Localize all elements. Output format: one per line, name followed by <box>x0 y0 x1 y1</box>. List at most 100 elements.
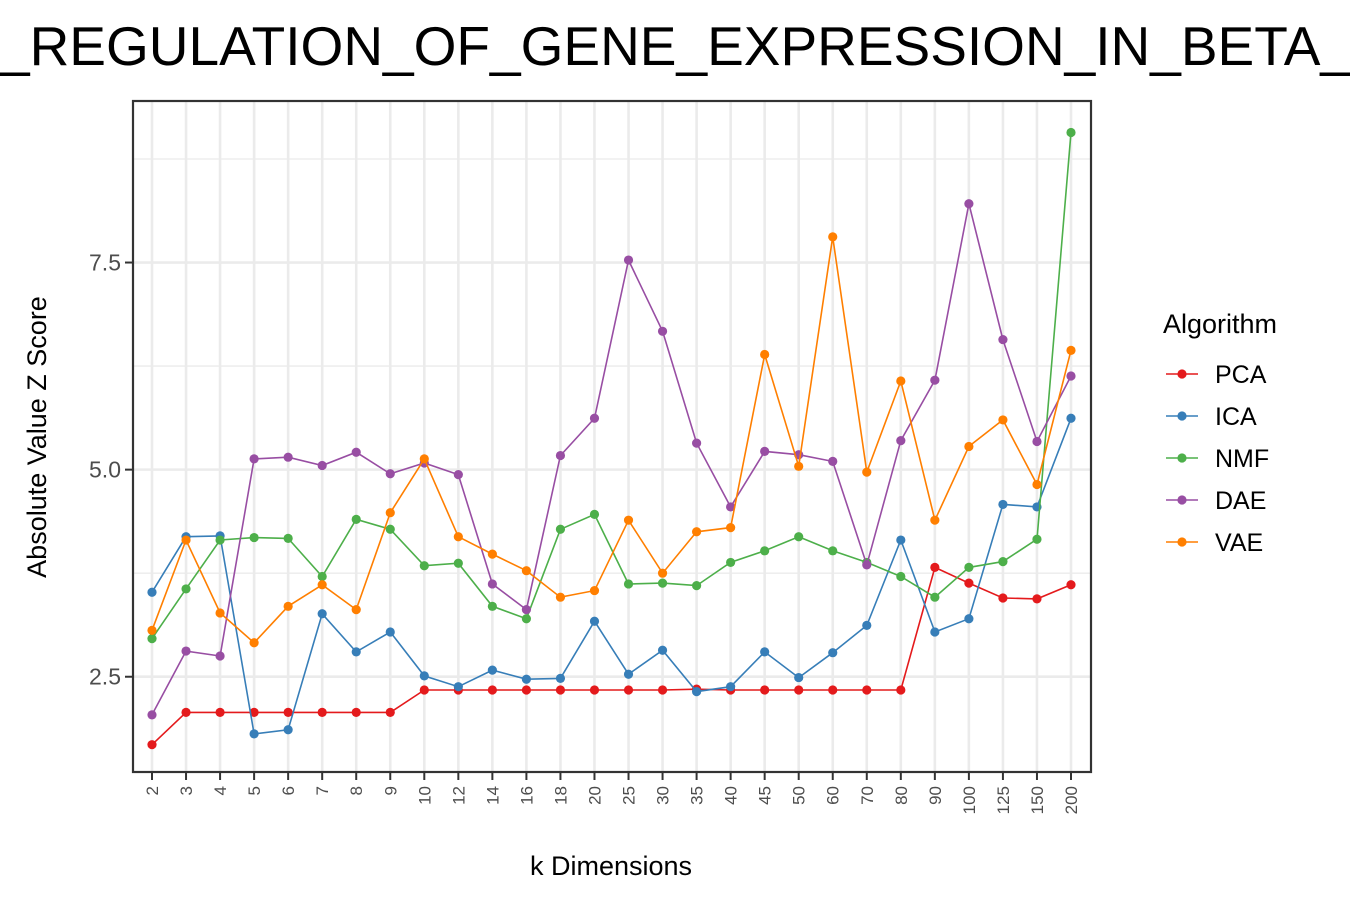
data-point <box>1032 436 1042 447</box>
x-tick-label: 8 <box>347 786 366 795</box>
data-point <box>453 682 463 692</box>
data-point <box>317 571 327 582</box>
x-tick-label: 10 <box>415 786 434 805</box>
data-point <box>521 674 532 684</box>
data-point <box>385 524 395 534</box>
legend-label: PCA <box>1215 361 1267 389</box>
data-point <box>589 616 600 626</box>
data-point <box>283 725 293 735</box>
data-point <box>487 601 497 611</box>
data-point <box>657 578 668 588</box>
data-point <box>147 740 157 750</box>
legend-label: ICA <box>1215 403 1257 431</box>
data-point <box>317 580 327 590</box>
legend-label: NMF <box>1215 445 1269 473</box>
data-point <box>998 556 1008 567</box>
data-point <box>998 415 1008 425</box>
data-point <box>181 707 191 717</box>
data-point <box>623 685 634 695</box>
data-point <box>964 578 974 588</box>
data-point <box>317 460 327 471</box>
y-tick-label: 2.5 <box>89 664 121 690</box>
series-dae <box>147 199 1076 720</box>
data-point <box>521 685 532 695</box>
data-point <box>487 549 497 559</box>
data-point <box>623 579 634 589</box>
data-point <box>794 532 804 542</box>
data-point <box>930 592 940 602</box>
x-tick-label: 40 <box>722 786 741 805</box>
data-point <box>964 199 974 209</box>
data-series <box>147 127 1076 750</box>
data-point <box>1066 580 1076 590</box>
data-point <box>453 470 463 480</box>
data-point <box>249 729 259 739</box>
x-axis-label: k Dimensions <box>530 851 692 881</box>
data-point <box>249 532 259 543</box>
x-tick-label: 35 <box>688 786 707 805</box>
series-line <box>151 203 1072 716</box>
data-point <box>998 499 1008 510</box>
data-point <box>691 438 702 448</box>
data-point <box>998 334 1008 345</box>
x-tick-label: 5 <box>245 786 264 795</box>
x-tick-label: 50 <box>790 786 809 805</box>
x-tick-label: 6 <box>279 786 298 795</box>
legend-key-point <box>1177 537 1187 547</box>
x-tick-label: 60 <box>824 786 843 805</box>
legend-item-nmf: NMF <box>1166 445 1269 473</box>
data-point <box>317 609 327 619</box>
data-point <box>964 441 974 452</box>
grid-lines <box>133 101 1091 772</box>
data-point <box>1066 345 1076 355</box>
data-point <box>589 413 600 423</box>
data-point <box>998 593 1008 603</box>
x-tick-label: 12 <box>449 786 468 805</box>
data-point <box>317 707 327 717</box>
data-point <box>555 450 566 461</box>
data-point <box>760 685 770 695</box>
x-tick-label: 3 <box>177 786 196 795</box>
data-point <box>555 592 566 602</box>
y-tick-label: 7.5 <box>89 250 121 276</box>
data-point <box>896 376 906 386</box>
data-point <box>589 585 600 596</box>
data-point <box>351 647 361 657</box>
data-point <box>181 535 191 545</box>
data-point <box>1066 127 1076 138</box>
data-point <box>828 456 838 466</box>
x-tick-label: 90 <box>926 786 945 805</box>
data-point <box>283 601 293 611</box>
data-point <box>555 685 566 695</box>
data-point <box>249 707 259 717</box>
panel-border <box>131 99 1093 774</box>
data-point <box>828 648 838 658</box>
data-point <box>487 665 497 675</box>
series-line <box>151 236 1072 644</box>
x-tick-label: 30 <box>654 786 673 805</box>
data-point <box>862 467 872 477</box>
legend-item-vae: VAE <box>1166 529 1263 557</box>
data-point <box>691 687 702 697</box>
series-vae <box>147 232 1076 648</box>
data-point <box>589 509 600 519</box>
series-line <box>151 566 1072 746</box>
data-point <box>862 620 872 630</box>
x-tick-label: 70 <box>858 786 877 805</box>
data-point <box>794 461 804 471</box>
data-point <box>657 568 668 578</box>
data-point <box>794 685 804 695</box>
x-tick-label: 14 <box>483 786 502 805</box>
data-point <box>521 614 532 624</box>
data-point <box>1066 371 1076 381</box>
data-point <box>181 584 191 594</box>
data-point <box>1032 479 1042 490</box>
data-point <box>1066 413 1076 423</box>
data-point <box>215 707 225 717</box>
x-tick-label: 45 <box>756 786 775 805</box>
data-point <box>453 532 463 542</box>
x-tick-label: 100 <box>960 786 979 814</box>
x-tick-label: 4 <box>211 786 230 795</box>
data-point <box>419 671 429 681</box>
